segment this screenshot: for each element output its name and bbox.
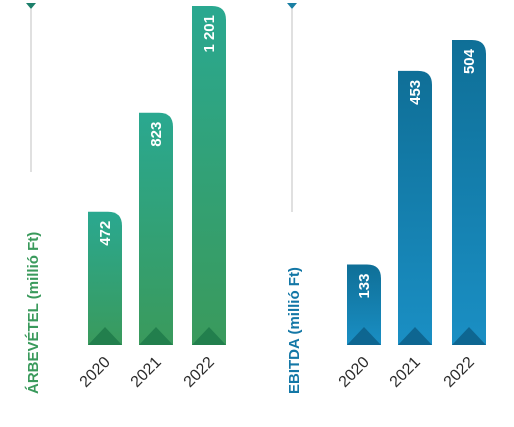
ebitda-value-label-2021: 453 [407, 80, 424, 105]
ebitda-chart: EBITDA (millió Ft) 133 2020 453 2021 504 2022 [286, 3, 486, 394]
revenue-tick-label-2021: 2021 [128, 354, 165, 391]
ebitda-axis-title: EBITDA (millió Ft) [286, 267, 303, 394]
ebitda-axis-marker [287, 3, 297, 9]
revenue-bar-accent-2022 [192, 327, 226, 345]
revenue-bar-2021 [139, 112, 173, 346]
revenue-value-label-2020: 472 [97, 221, 114, 246]
revenue-bar-2022 [192, 6, 226, 345]
revenue-tick-label-2022: 2022 [181, 354, 218, 391]
ebitda-tick-label-2021: 2021 [387, 354, 424, 391]
ebitda-value-label-2020: 133 [356, 274, 373, 299]
ebitda-value-label-2022: 504 [461, 48, 478, 74]
ebitda-bar-2020 [347, 264, 381, 345]
revenue-bars: 472 2020 823 2021 1 201 2022 [77, 6, 226, 391]
revenue-bar-accent-2021 [139, 327, 173, 345]
ebitda-bar-2022 [452, 40, 486, 345]
revenue-chart: ÁRBEVÉTEL (millió Ft) 472 2020 823 2021 1 20… [25, 3, 226, 394]
revenue-tick-label-2020: 2020 [77, 354, 114, 391]
ebitda-bar-2021 [398, 70, 432, 345]
ebitda-tick-label-2020: 2020 [336, 354, 373, 391]
revenue-bar-2020 [88, 211, 122, 345]
revenue-bar-accent-2020 [88, 327, 122, 345]
ebitda-bars: 133 2020 453 2021 504 2022 [336, 40, 486, 391]
revenue-value-label-2022: 1 201 [201, 15, 218, 53]
ebitda-tick-label-2022: 2022 [441, 354, 478, 391]
ebitda-bar-accent-2021 [398, 327, 432, 345]
ebitda-bar-accent-2022 [452, 327, 486, 345]
revenue-axis-title: ÁRBEVÉTEL (millió Ft) [25, 232, 42, 394]
revenue-axis-marker [26, 3, 36, 9]
revenue-value-label-2021: 823 [148, 122, 165, 147]
ebitda-bar-accent-2020 [347, 327, 381, 345]
